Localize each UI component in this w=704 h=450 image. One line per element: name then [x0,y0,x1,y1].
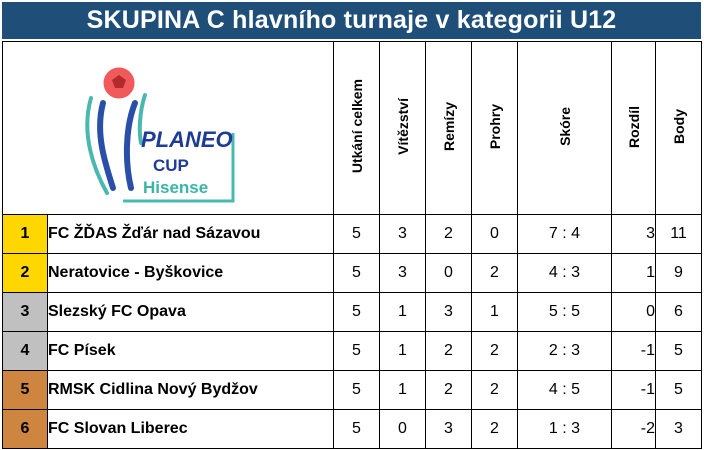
diff-cell: 1 [611,253,656,293]
table-row: 6 FC Slovan Liberec 5 0 3 2 1 : 3 -2 3 [2,409,702,449]
played-cell: 5 [333,370,380,410]
points-cell: 9 [655,253,702,293]
wins-cell: 3 [379,214,426,254]
losses-cell: 2 [471,253,518,293]
rank-badge: 2 [2,253,48,293]
table-row: 4 FC Písek 5 1 2 2 2 : 3 -1 5 [2,331,702,371]
wins-cell: 1 [379,292,426,332]
team-name: RMSK Cidlina Nový Bydžov [47,370,334,410]
standings-table: PLANEO CUP Hisense Utkání celkem Vítězst… [2,41,702,449]
logo-text-planeo: PLANEO [141,127,233,152]
rank-badge: 1 [2,214,48,254]
score-cell: 1 : 3 [517,409,612,449]
page-title: SKUPINA C hlavního turnaje v kategorii U… [2,2,701,39]
logo-text-hisense: Hisense [143,178,208,197]
points-cell: 11 [655,214,702,254]
score-cell: 5 : 5 [517,292,612,332]
losses-cell: 2 [471,331,518,371]
team-name: Neratovice - Byškovice [47,253,334,293]
score-cell: 4 : 5 [517,370,612,410]
header-played: Utkání celkem [333,41,380,215]
wins-cell: 3 [379,253,426,293]
header-points: Body [655,41,702,215]
header-draws: Remízy [425,41,472,215]
header-diff: Rozdíl [611,41,656,215]
planeo-cup-logo: PLANEO CUP Hisense [85,66,235,203]
header-wins: Vítězství [379,41,426,215]
table-row: 1 FC ŽĎAS Žďár nad Sázavou 5 3 2 0 7 : 4… [2,214,702,254]
points-cell: 6 [655,292,702,332]
played-cell: 5 [333,292,380,332]
played-cell: 5 [333,253,380,293]
draws-cell: 2 [425,331,472,371]
header-score: Skóre [517,41,612,215]
table-row: 3 Slezský FC Opava 5 1 3 1 5 : 5 0 6 [2,292,702,332]
rank-badge: 5 [2,370,48,410]
draws-cell: 2 [425,370,472,410]
points-cell: 3 [655,409,702,449]
losses-cell: 1 [471,292,518,332]
played-cell: 5 [333,214,380,254]
diff-cell: -1 [611,331,656,371]
draws-cell: 2 [425,214,472,254]
wins-cell: 0 [379,409,426,449]
score-cell: 2 : 3 [517,331,612,371]
header-losses: Prohry [471,41,518,215]
team-name: Slezský FC Opava [47,292,334,332]
rank-badge: 6 [2,409,48,449]
losses-cell: 2 [471,409,518,449]
losses-cell: 0 [471,214,518,254]
points-cell: 5 [655,370,702,410]
wins-cell: 1 [379,331,426,371]
table-row: 2 Neratovice - Byškovice 5 3 0 2 4 : 3 1… [2,253,702,293]
diff-cell: 3 [611,214,656,254]
diff-cell: 0 [611,292,656,332]
points-cell: 5 [655,331,702,371]
team-name: FC Písek [47,331,334,371]
played-cell: 5 [333,409,380,449]
score-cell: 7 : 4 [517,214,612,254]
rank-badge: 4 [2,331,48,371]
draws-cell: 3 [425,292,472,332]
diff-cell: -1 [611,370,656,410]
draws-cell: 0 [425,253,472,293]
diff-cell: -2 [611,409,656,449]
played-cell: 5 [333,331,380,371]
logo-cell: PLANEO CUP Hisense [2,41,334,215]
draws-cell: 3 [425,409,472,449]
team-name: FC Slovan Liberec [47,409,334,449]
wins-cell: 1 [379,370,426,410]
losses-cell: 2 [471,370,518,410]
header-row: PLANEO CUP Hisense Utkání celkem Vítězst… [2,41,702,215]
score-cell: 4 : 3 [517,253,612,293]
rank-badge: 3 [2,292,48,332]
table-row: 5 RMSK Cidlina Nový Bydžov 5 1 2 2 4 : 5… [2,370,702,410]
team-name: FC ŽĎAS Žďár nad Sázavou [47,214,334,254]
logo-text-cup: CUP [153,156,189,175]
